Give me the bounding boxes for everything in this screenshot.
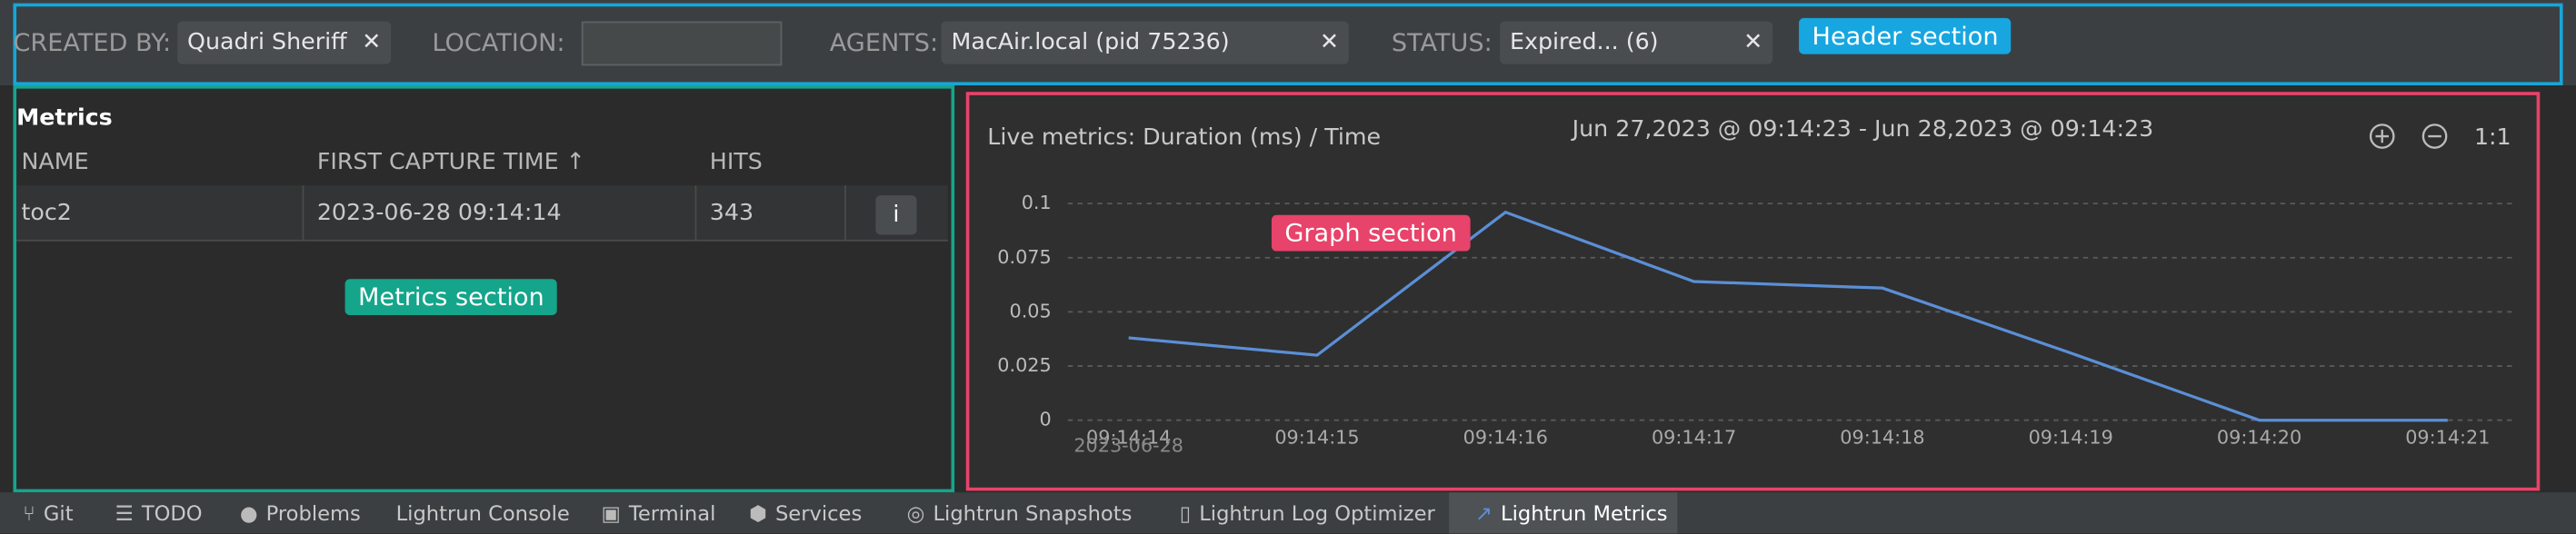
cell-divider — [844, 185, 846, 240]
tab-label: Lightrun Metrics — [1501, 500, 1668, 526]
zoom-in[interactable] — [2369, 124, 2395, 149]
tab-label: Lightrun Log Optimizer — [1199, 500, 1435, 526]
x-tick-label: 09:14:18 — [1840, 427, 1924, 449]
tab-label: TODO — [141, 500, 203, 526]
tab-label: Problems — [265, 500, 361, 526]
agents-label: AGENTS: — [829, 27, 939, 58]
tool-tab[interactable]: Lightrun Console — [396, 500, 570, 525]
remove-icon[interactable]: ✕ — [362, 29, 382, 56]
info-button[interactable]: i — [875, 195, 917, 235]
chart-title: Live metrics: Duration (ms) / Time — [987, 124, 1381, 150]
tab-icon: ▣ — [601, 500, 621, 526]
location-label: LOCATION: — [432, 27, 565, 58]
column-header[interactable]: NAME — [21, 149, 89, 176]
chart: Live metrics: Duration (ms) / Time Jun 2… — [987, 115, 2514, 457]
created-label: CREATED BY: — [13, 27, 172, 58]
cell-divider — [694, 185, 697, 240]
tab-icon: ☰ — [115, 500, 134, 526]
zoom-reset[interactable]: 1:1 — [2474, 124, 2511, 150]
y-tick-label: 0.025 — [997, 354, 1051, 376]
y-tick-label: 0 — [1040, 409, 1052, 430]
cell: 343 — [709, 200, 754, 227]
tool-tab[interactable]: ⬢ Services — [749, 500, 862, 525]
tool-tab[interactable]: ☰ TODO — [115, 500, 203, 525]
tool-tab[interactable]: ▣ Terminal — [602, 500, 716, 525]
x-tick-label: 09:14:16 — [1463, 427, 1548, 449]
tab-icon: ● — [239, 500, 258, 526]
tab-icon: ↗ — [1475, 500, 1493, 526]
graph-outline — [965, 92, 2541, 491]
x-tick-label: 09:14:19 — [2029, 427, 2113, 449]
data-line — [1128, 210, 2448, 422]
remove-icon[interactable]: ✕ — [1743, 29, 1763, 56]
status-label: STATUS: — [1391, 27, 1493, 58]
status-chip[interactable]: Expired... (6) ✕ — [1500, 21, 1773, 64]
remove-icon[interactable]: ✕ — [1319, 29, 1340, 56]
metrics-title: Metrics — [16, 104, 113, 132]
tab-label: Lightrun Console — [395, 500, 570, 526]
graph-annotation: Graph section — [1271, 214, 1471, 252]
tab-label: Terminal — [628, 500, 716, 526]
x-tick-label: 09:14:17 — [1652, 427, 1736, 449]
tab-label: Services — [774, 500, 863, 526]
column-header[interactable]: FIRST CAPTURE TIME ↑ — [316, 149, 585, 176]
created-value: Quadri Sheriff — [187, 29, 347, 56]
tool-tab[interactable]: ↗ Lightrun Metrics — [1475, 500, 1667, 525]
x-tick-label: 09:14:14 — [1086, 427, 1171, 449]
cell: toc2 — [21, 200, 72, 227]
agents-chip[interactable]: MacAir.local (pid 75236) ✕ — [941, 21, 1349, 64]
tab-icon: ▯ — [1179, 500, 1192, 526]
status-value: Expired... (6) — [1510, 29, 1659, 56]
column-header[interactable]: HITS — [709, 149, 763, 176]
metrics-outline — [13, 84, 955, 493]
cell-divider — [302, 185, 305, 240]
header-annotation: Header section — [1799, 17, 2012, 54]
range-text: Jun 27,2023 @ 09:14:23 - Jun 28,2023 @ 0… — [1571, 115, 2154, 142]
tool-tab[interactable]: ◎ Lightrun Snapshots — [907, 500, 1133, 525]
metrics-annotation: Metrics section — [344, 279, 558, 316]
agents-value: MacAir.local (pid 75236) — [951, 29, 1230, 56]
y-tick-label: 0.075 — [997, 246, 1051, 268]
x-tick-label: 09:14:15 — [1274, 427, 1359, 449]
tool-tab[interactable]: ● Problems — [240, 500, 361, 525]
tab-icon: ◎ — [906, 500, 925, 526]
tab-label: Lightrun Snapshots — [933, 500, 1133, 526]
x-tick-label: 09:14:21 — [2405, 427, 2490, 449]
tab-label: Git — [43, 500, 74, 526]
y-tick-label: 0.05 — [1009, 300, 1051, 321]
tool-tab[interactable]: ▯ Lightrun Log Optimizer — [1180, 500, 1435, 525]
y-tick-label: 0.1 — [1022, 192, 1052, 213]
table-row[interactable] — [16, 185, 948, 242]
tab-icon: ⬢ — [749, 500, 767, 526]
tab-bar — [0, 492, 2576, 534]
tool-tab[interactable]: ⑂ Git — [23, 500, 73, 525]
tab-icon: ⑂ — [23, 500, 35, 526]
x-tick-date: 2023-06-28 — [1073, 435, 1183, 457]
zoom-out[interactable] — [2421, 124, 2448, 149]
x-tick-label: 09:14:20 — [2217, 427, 2301, 449]
header-outline — [13, 3, 2563, 85]
created-chip[interactable]: Quadri Sheriff ✕ — [177, 21, 392, 64]
active-tab-bg — [1449, 492, 1678, 534]
cell: 2023-06-28 09:14:14 — [316, 200, 562, 227]
location-input[interactable] — [581, 21, 783, 66]
